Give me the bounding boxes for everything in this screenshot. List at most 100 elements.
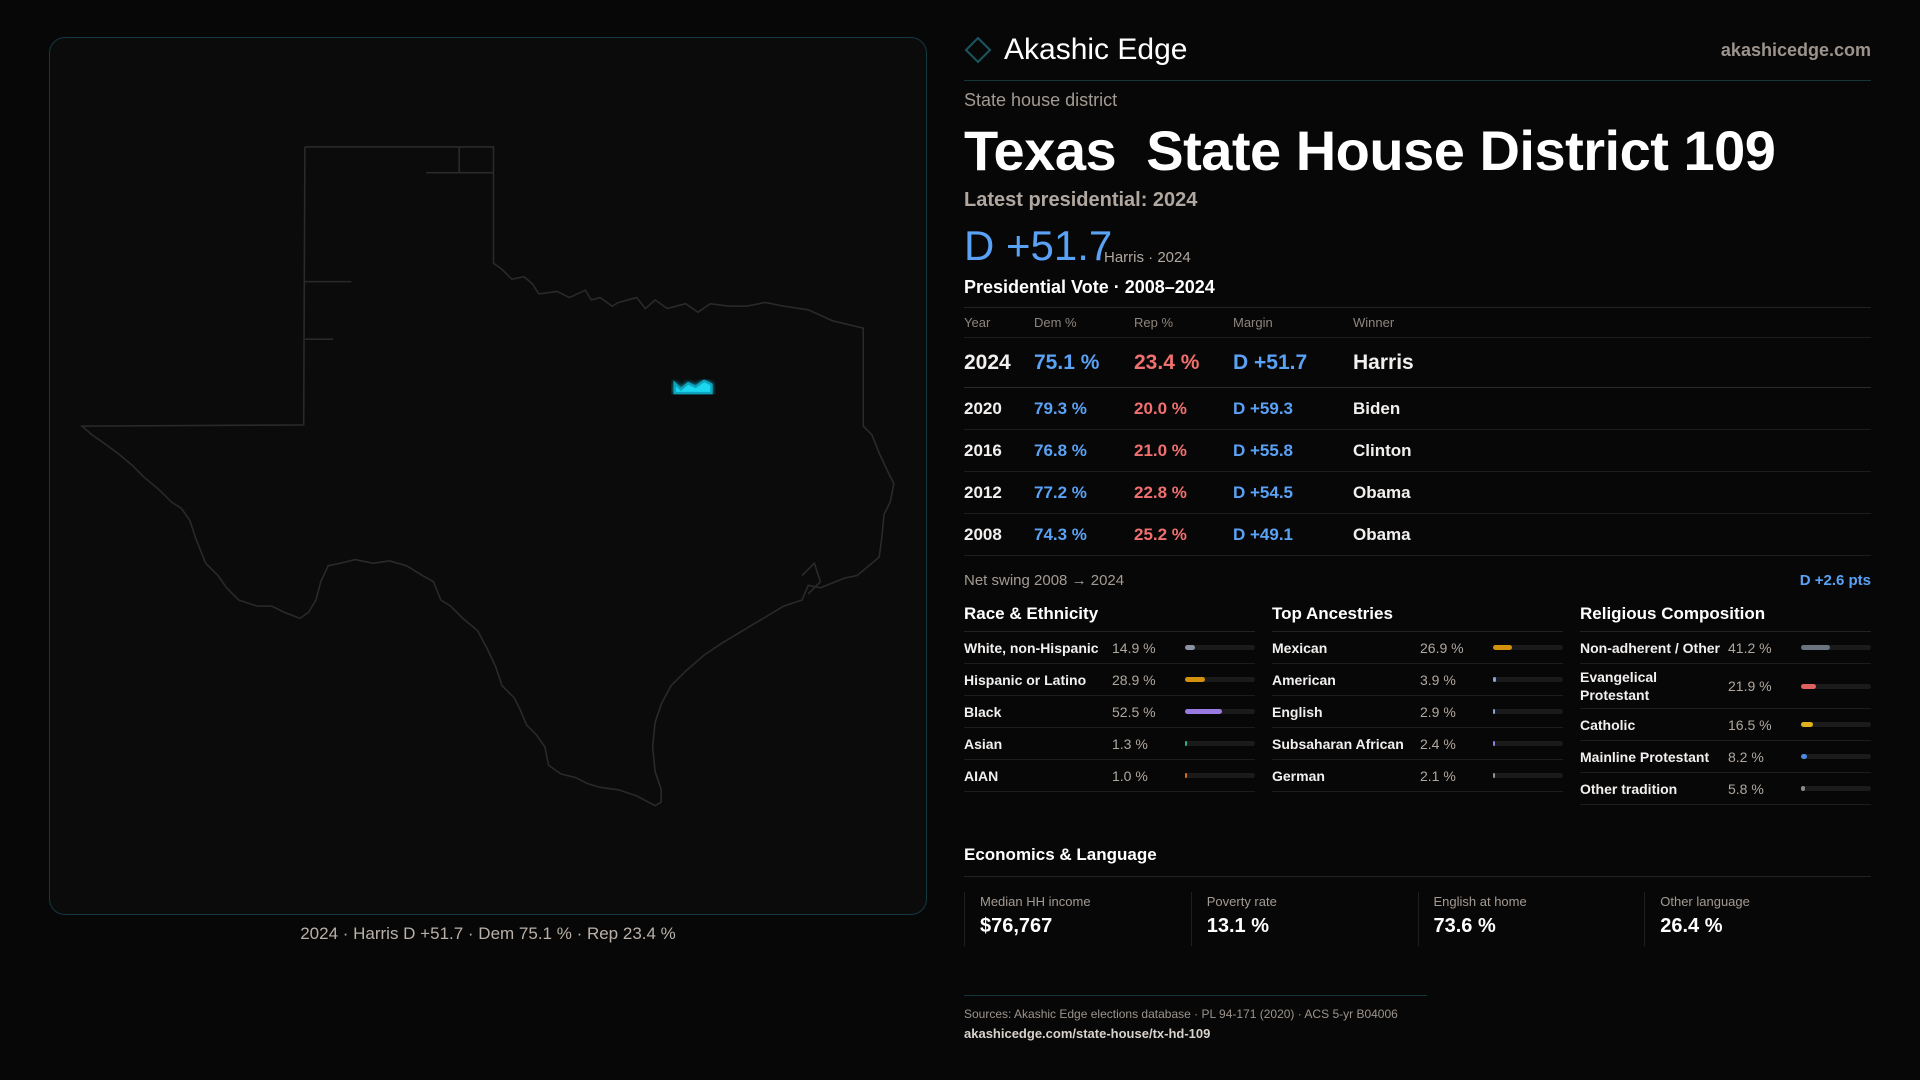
dem-pct: 75.1 %: [1034, 350, 1100, 374]
demographic-row: Mainline Protestant 8.2 %: [1580, 741, 1871, 773]
stat-box: Poverty rate 13.1 %: [1190, 892, 1418, 946]
share-bar: [1185, 709, 1255, 714]
stat-box: English at home 73.6 %: [1417, 892, 1645, 946]
dem-pct: 79.3 %: [1034, 398, 1087, 418]
demographic-row: Other tradition 5.8 %: [1580, 773, 1871, 805]
stat-box: Other language 26.4 %: [1644, 892, 1871, 946]
row-value: 8.2 %: [1728, 748, 1764, 765]
share-bar: [1493, 709, 1563, 714]
share-bar-fill: [1801, 683, 1817, 689]
row-label: English: [1272, 703, 1323, 720]
share-bar-fill: [1185, 741, 1187, 746]
row-value: 26.9 %: [1420, 639, 1464, 656]
stat-value: 73.6 %: [1433, 915, 1496, 937]
demographic-row: AIAN 1.0 %: [964, 760, 1255, 792]
share-bar-fill: [1185, 645, 1196, 650]
demographics: Race & Ethnicity White, non-Hispanic 14.9 …: [964, 600, 1871, 805]
page-url[interactable]: akashicedge.com/state-house/tx-hd-109: [964, 1026, 1211, 1041]
net-swing-label: Net swing 2008 → 2024: [964, 572, 1125, 589]
header-rep: Rep %: [1134, 315, 1174, 330]
rep-pct: 20.0 %: [1134, 398, 1187, 418]
stat-label: Median HH income: [980, 894, 1091, 909]
dem-pct: 76.8 %: [1034, 440, 1087, 460]
share-bar: [1493, 677, 1563, 682]
row-value: 3.9 %: [1420, 671, 1456, 688]
stat-box: Median HH income $76,767: [964, 892, 1191, 946]
stat-label: Other language: [1660, 894, 1750, 909]
demographic-row: White, non-Hispanic 14.9 %: [964, 632, 1255, 664]
share-bar-fill: [1185, 709, 1222, 714]
share-bar: [1493, 645, 1563, 650]
map-panel: [49, 37, 927, 915]
vote-row: 2016 76.8 % 21.0 % D +55.8 Clinton: [964, 430, 1871, 472]
sources: Sources: Akashic Edge elections database…: [964, 1007, 1398, 1021]
divider: [964, 307, 1871, 308]
row-value: 2.9 %: [1420, 703, 1456, 720]
row-label: Mexican: [1272, 639, 1328, 656]
share-bar-fill: [1185, 773, 1187, 778]
vote-row: 2008 74.3 % 25.2 % D +49.1 Obama: [964, 514, 1871, 556]
divider: [964, 876, 1871, 877]
demographic-row: German 2.1 %: [1272, 760, 1563, 792]
row-label: Evangelical Protestant: [1580, 669, 1658, 703]
header-margin: Margin: [1233, 315, 1273, 330]
economics-stats: Median HH income $76,767 Poverty rate 13.1 …: [964, 892, 1871, 946]
winner: Biden: [1353, 398, 1401, 418]
share-bar-fill: [1801, 786, 1806, 791]
demographic-section: Race & Ethnicity White, non-Hispanic 14.9 …: [964, 600, 1255, 805]
brand-name: Akashic Edge: [1004, 33, 1188, 66]
margin: D +51.7: [1233, 350, 1308, 374]
share-bar: [1185, 645, 1255, 650]
vote-table-title: Presidential Vote · 2008–2024: [964, 277, 1215, 297]
share-bar: [1801, 645, 1871, 650]
share-bar: [1493, 773, 1563, 778]
district-type: State house district: [964, 90, 1118, 110]
vote-row: 2020 79.3 % 20.0 % D +59.3 Biden: [964, 388, 1871, 430]
net-swing: Net swing 2008 → 2024 D +2.6 pts: [964, 572, 1871, 589]
row-label: AIAN: [964, 767, 999, 784]
demographic-row: Catholic 16.5 %: [1580, 709, 1871, 741]
winner: Clinton: [1353, 440, 1412, 460]
vote-row: 2012 77.2 % 22.8 % D +54.5 Obama: [964, 472, 1871, 514]
row-label: White, non-Hispanic: [964, 639, 1099, 656]
demographic-section: Top Ancestries Mexican 26.9 % American 3.9 %…: [1272, 600, 1563, 805]
demographic-row: English 2.9 %: [1272, 696, 1563, 728]
demographic-row: Hispanic or Latino 28.9 %: [964, 664, 1255, 696]
row-label: Mainline Protestant: [1580, 748, 1710, 765]
header-year: Year: [964, 315, 991, 330]
margin: D +59.3: [1233, 398, 1294, 418]
share-bar: [1801, 722, 1871, 727]
dem-pct: 74.3 %: [1034, 524, 1087, 544]
row-value: 28.9 %: [1112, 671, 1156, 688]
row-label: Asian: [964, 735, 1003, 752]
winner: Harris: [1353, 350, 1414, 374]
share-bar-fill: [1185, 677, 1206, 682]
stat-value: 13.1 %: [1206, 915, 1270, 937]
row-value: 21.9 %: [1728, 678, 1772, 694]
headline-margin: D +51.7: [964, 222, 1113, 269]
stat-label: English at home: [1433, 894, 1527, 909]
share-bar: [1185, 741, 1255, 746]
margin: D +54.5: [1233, 482, 1294, 502]
year: 2008: [964, 524, 1002, 544]
net-swing-value: D +2.6 pts: [1799, 572, 1871, 589]
margin: D +49.1: [1233, 524, 1294, 544]
winner: Obama: [1353, 482, 1411, 502]
latest-presidential: Latest presidential: 2024: [964, 189, 1198, 211]
brand-row: Akashic Edge akashicedge.com: [964, 30, 1871, 70]
winner: Obama: [1353, 524, 1411, 544]
header-dem: Dem %: [1034, 315, 1077, 330]
row-value: 5.8 %: [1728, 780, 1764, 797]
site-link[interactable]: akashicedge.com: [1720, 39, 1871, 60]
rep-pct: 23.4 %: [1134, 350, 1200, 374]
divider: [964, 995, 1427, 996]
share-bar-fill: [1493, 645, 1512, 650]
share-bar-fill: [1493, 741, 1495, 746]
vote-table-header: Year Dem % Rep % Margin Winner: [964, 308, 1871, 338]
rep-pct: 22.8 %: [1134, 482, 1187, 502]
headline-margin-sub: Harris · 2024: [1104, 249, 1191, 266]
dem-pct: 77.2 %: [1034, 482, 1087, 502]
section-title: Top Ancestries: [1272, 600, 1563, 632]
row-value: 2.1 %: [1420, 767, 1456, 784]
row-label: Catholic: [1580, 716, 1636, 733]
